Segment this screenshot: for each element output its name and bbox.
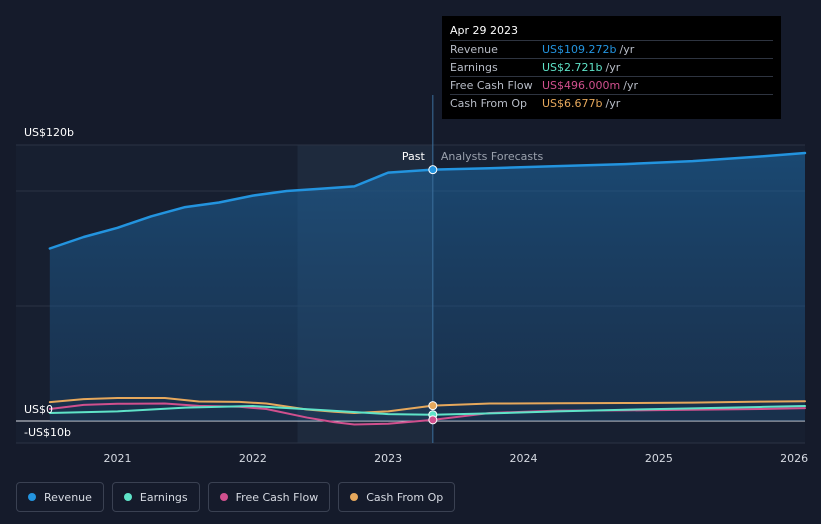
past-label: Past [402,150,426,163]
tooltip-value: US$496.000m [542,79,621,92]
marker-free-cash-flow [428,415,438,425]
tooltip-label: Free Cash Flow [450,79,533,92]
y-tick-label: US$0 [24,403,53,416]
tooltip-value: US$109.272b [542,43,617,56]
legend-item-cash-from-op[interactable]: Cash From Op [338,482,456,512]
legend-label: Free Cash Flow [235,490,319,504]
legend-dot-icon [219,493,228,501]
series-line-revenue [48,151,807,250]
revenue-area [49,153,805,422]
legend-dot-icon [28,493,36,501]
tooltip-row-earnings: Earnings US$2.721b /yr [450,58,773,76]
chart-legend: Revenue Earnings Free Cash Flow Cash Fro… [16,482,456,512]
marker-cash-from-op [428,401,438,411]
tooltip-unit: /yr [619,43,635,56]
legend-item-revenue[interactable]: Revenue [16,482,104,512]
tooltip-date: Apr 29 2023 [450,24,519,37]
tooltip-label: Revenue [450,43,498,56]
x-tick-label: 2025 [645,452,673,465]
tooltip-label: Earnings [450,61,498,74]
y-tick-label: -US$10b [24,426,71,439]
tooltip-unit: /yr [605,61,621,74]
legend-item-free-cash-flow[interactable]: Free Cash Flow [207,482,331,512]
x-tick-label: 2023 [374,452,402,465]
legend-dot-icon [123,493,132,501]
tooltip-row-revenue: Revenue US$109.272b /yr [450,40,773,58]
x-tick-label: 2024 [510,452,538,465]
legend-label: Revenue [44,490,92,504]
y-tick-label: US$120b [24,126,74,139]
tooltip-unit: /yr [605,97,621,110]
x-tick-label: 2021 [104,452,132,465]
tooltip-unit: /yr [623,79,638,92]
tooltip-row-cash-from-op: Cash From Op US$6.677b /yr [450,94,773,112]
tooltip-value: US$2.721b [542,61,603,74]
forecast-label: Analysts Forecasts [441,150,544,163]
legend-label: Cash From Op [366,490,444,504]
legend-label: Earnings [139,490,188,504]
financial-chart: US$120b US$0 -US$10b 2021 2022 2023 2024 2025 20… [16,95,808,465]
data-tooltip: Apr 29 2023 Revenue US$109.272b /yr Earn… [442,16,781,119]
x-tick-label: 2026 [780,452,808,465]
x-tick-label: 2022 [239,452,267,465]
tooltip-row-free-cash-flow: Free Cash Flow US$496.000m /yr [450,76,773,94]
marker-revenue [428,165,438,175]
legend-item-earnings[interactable]: Earnings [111,482,200,512]
tooltip-label: Cash From Op [450,97,528,110]
legend-dot-icon [350,493,359,501]
tooltip-value: US$6.677b [542,97,603,110]
